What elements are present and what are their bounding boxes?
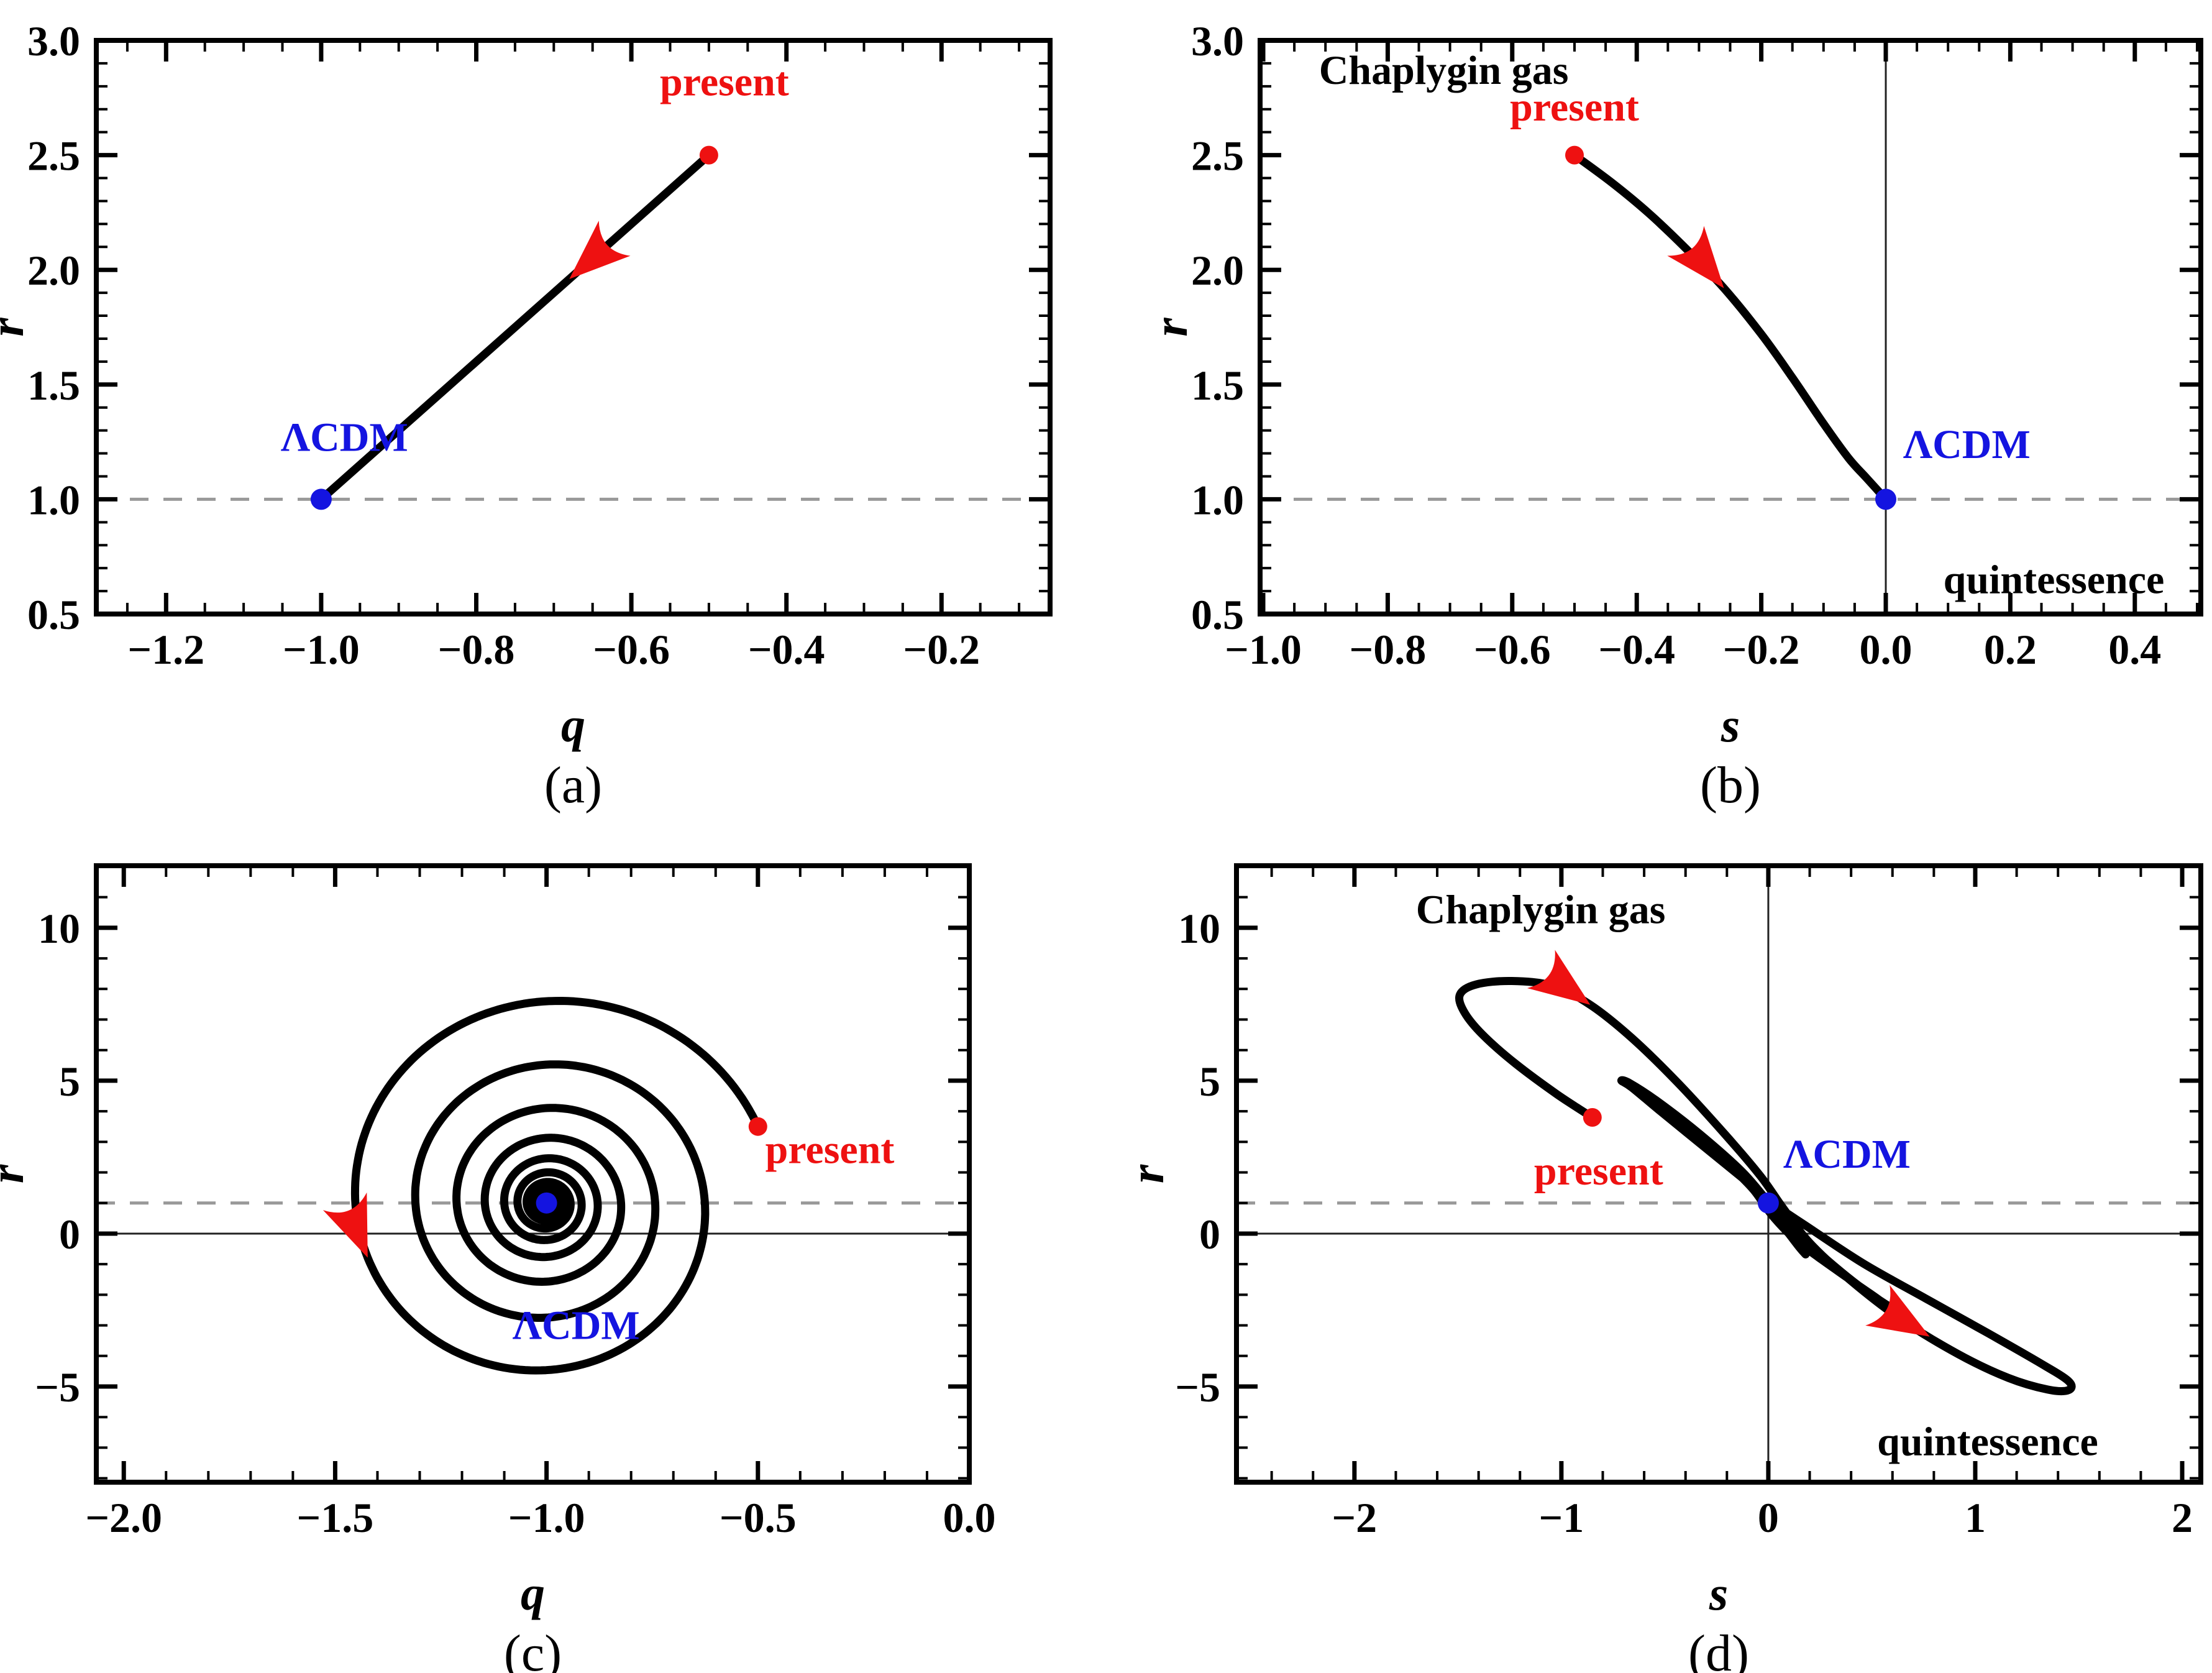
x-tick-label: 0.4 (2108, 626, 2161, 673)
y-axis-label: r (0, 1164, 34, 1183)
y-tick-label: 3.0 (1191, 17, 1244, 65)
present-point (748, 1117, 767, 1136)
direction-arrow-icon (1865, 1285, 1930, 1337)
panel-c: −2.0 −1.5 −1.0 −0.5 0.0 −5 0 5 10 present ΛCDM q r (c… (0, 863, 996, 1673)
x-axis-label: q (561, 698, 585, 752)
x-tick-label: −0.4 (748, 626, 825, 673)
y-tick-label: 1.0 (1191, 476, 1244, 523)
x-tick-label: −0.8 (438, 626, 515, 673)
x-tick-label: −0.8 (1350, 626, 1427, 673)
x-tick-label: −1 (1539, 1494, 1584, 1541)
x-tick-label: 0.0 (1860, 626, 1913, 673)
quintessence-label: quintessence (1877, 1419, 2098, 1465)
plot-frame (94, 863, 972, 1485)
x-tick-label: −0.6 (1474, 626, 1551, 673)
y-tick-label: 0 (59, 1211, 80, 1258)
direction-arrow-icon (569, 221, 631, 279)
trajectory-curve (317, 151, 713, 503)
x-axis-label: q (521, 1566, 545, 1620)
y-tick-label: 0.5 (27, 591, 80, 638)
y-tick-label: 10 (1178, 905, 1220, 952)
y-axis-label: r (1120, 1164, 1174, 1183)
present-point (699, 145, 718, 165)
plot-frame (1234, 863, 2203, 1485)
y-tick-label: −5 (35, 1364, 80, 1411)
trajectory-curve (1455, 976, 2076, 1395)
x-tick-label: −1.0 (1225, 626, 1302, 673)
lcdm-label: ΛCDM (513, 1303, 640, 1349)
x-tick-label: −1.2 (127, 626, 204, 673)
y-tick-label: −5 (1175, 1364, 1220, 1411)
trajectory-curve (1570, 151, 1890, 503)
lcdm-point (1757, 1192, 1779, 1214)
direction-arrow-icon (322, 1192, 368, 1258)
y-tick-label: 1.0 (27, 476, 80, 523)
lcdm-point (1875, 488, 1896, 510)
x-tick-label: −2 (1332, 1494, 1377, 1541)
panel-caption: (b) (1700, 756, 1761, 814)
x-tick-label: 0.2 (1984, 626, 2037, 673)
y-tick-label: 10 (38, 905, 80, 952)
chaplygin-gas-label: Chaplygin gas (1319, 48, 1569, 93)
y-tick-label: 2.5 (1191, 132, 1244, 180)
chaplygin-gas-label: Chaplygin gas (1416, 887, 1666, 932)
x-tick-label: 2 (2172, 1494, 2193, 1541)
x-tick-label: 0.0 (943, 1494, 996, 1541)
panel-b: −1.0 −0.8 −0.6 −0.4 −0.2 0.0 0.2 0.4 0.5 1.0 1.5 2.… (1143, 17, 2203, 814)
present-point (1583, 1108, 1602, 1127)
panel-caption: (c) (504, 1625, 562, 1673)
direction-arrow-icon (1527, 950, 1591, 1005)
y-tick-label: 5 (1199, 1058, 1220, 1105)
x-tick-label: −1.0 (508, 1494, 585, 1541)
panel-d: −2 −1 0 1 2 −5 0 5 10 Chaplygin gas present ΛCDM qui… (1120, 863, 2203, 1673)
panel-caption: (d) (1688, 1625, 1749, 1673)
direction-arrow-icon (1667, 226, 1724, 288)
x-tick-label: 0 (1758, 1494, 1779, 1541)
x-axis-label: s (1709, 1566, 1728, 1620)
x-tick-label: −0.6 (593, 626, 670, 673)
trajectory-curve (350, 997, 762, 1375)
y-axis-label: r (1143, 318, 1197, 337)
present-label: present (660, 60, 789, 105)
plot-frame (1258, 38, 2203, 616)
y-tick-label: 2.5 (27, 132, 80, 180)
x-tick-label: −0.2 (1723, 626, 1800, 673)
x-tick-label: −1.5 (297, 1494, 374, 1541)
axis-ticks (1236, 865, 2201, 1482)
quintessence-label: quintessence (1944, 557, 2165, 603)
x-tick-label: −2.0 (85, 1494, 162, 1541)
panel-a: −1.2 −1.0 −0.8 −0.6 −0.4 −0.2 0.5 1.0 1.5 2.0 2.5 3… (0, 17, 1053, 814)
axis-ticks (1260, 38, 2201, 616)
plot-frame (94, 38, 1053, 616)
y-tick-label: 5 (59, 1058, 80, 1105)
lcdm-label: ΛCDM (1783, 1132, 1911, 1177)
y-tick-label: 2.0 (1191, 247, 1244, 294)
lcdm-point (310, 488, 332, 510)
axis-ticks (96, 38, 1050, 616)
y-tick-label: 1.5 (1191, 362, 1244, 409)
lcdm-label: ΛCDM (1903, 422, 2031, 467)
x-tick-label: −0.2 (903, 626, 980, 673)
present-point (1565, 145, 1584, 165)
y-tick-label: 3.0 (27, 17, 80, 65)
y-axis-label: r (0, 318, 34, 337)
y-tick-label: 0 (1199, 1211, 1220, 1258)
x-axis-label: s (1721, 698, 1740, 752)
axis-ticks (96, 865, 972, 1482)
panel-caption: (a) (544, 756, 602, 814)
x-tick-label: −0.5 (720, 1494, 797, 1541)
x-tick-label: −1.0 (283, 626, 360, 673)
y-tick-label: 1.5 (27, 362, 80, 409)
lcdm-point (536, 1192, 557, 1214)
present-label: present (1510, 85, 1639, 130)
lcdm-label: ΛCDM (281, 415, 408, 461)
present-label: present (766, 1127, 895, 1173)
y-tick-label: 0.5 (1191, 591, 1244, 638)
x-tick-label: −0.4 (1598, 626, 1675, 673)
x-tick-label: 1 (1965, 1494, 1986, 1541)
present-label: present (1534, 1148, 1663, 1194)
y-tick-label: 2.0 (27, 247, 80, 294)
